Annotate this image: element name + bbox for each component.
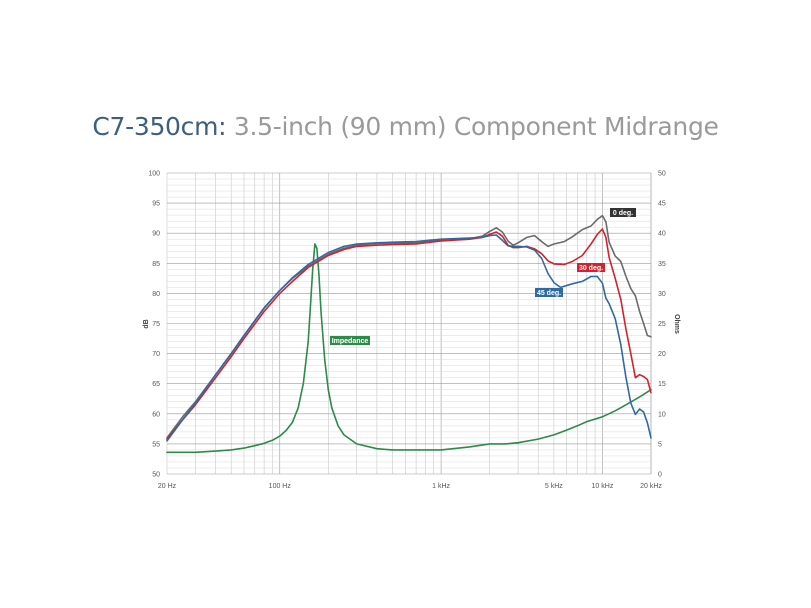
series-label-bg xyxy=(330,336,370,345)
series-line-impedance xyxy=(166,243,652,454)
series-label-text: 45 deg. xyxy=(537,290,561,297)
x-tick-label: 100 Hz xyxy=(269,483,292,490)
series-line-0-deg xyxy=(166,214,652,439)
series-label-30-deg: 30 deg. xyxy=(577,263,605,272)
x-tick-label: 10 kHz xyxy=(592,483,614,490)
y-tick-label-right: 40 xyxy=(658,231,666,238)
x-tick-label: 5 kHz xyxy=(545,483,563,490)
y-tick-label-left: 65 xyxy=(152,381,160,388)
y-tick-label-right: 5 xyxy=(658,441,662,448)
x-tick-label: 20 kHz xyxy=(640,483,662,490)
x-tick-label: 1 kHz xyxy=(432,483,450,490)
chart-title-subtitle: 3.5-inch (90 mm) Component Midrange xyxy=(226,112,719,141)
chart-grid xyxy=(166,172,652,475)
y-tick-label-left: 80 xyxy=(152,291,160,298)
chart-title: C7-350cm: 3.5-inch (90 mm) Component Mid… xyxy=(0,112,811,141)
y-tick-label-right: 50 xyxy=(658,171,666,178)
y-tick-label-right: 45 xyxy=(658,201,666,208)
y-tick-label-left: 75 xyxy=(152,321,160,328)
series-label-bg xyxy=(535,288,563,297)
series-line-30-deg xyxy=(166,228,652,440)
y-tick-label-left: 90 xyxy=(152,231,160,238)
y-axis-title-right: Ohms xyxy=(673,314,680,334)
series-label-bg xyxy=(577,263,605,272)
series-label-45-deg: 45 deg. xyxy=(535,288,563,297)
y-tick-label-right: 30 xyxy=(658,291,666,298)
y-tick-label-left: 55 xyxy=(152,441,160,448)
y-tick-label-right: 25 xyxy=(658,321,666,328)
series-labels: 0 deg. 30 deg. 45 deg. Impedance xyxy=(330,208,636,345)
chart-title-model: C7-350cm: xyxy=(92,112,227,141)
y-tick-label-right: 15 xyxy=(658,381,666,388)
series-label-impedance: Impedance xyxy=(330,336,370,345)
y-tick-label-left: 60 xyxy=(152,411,160,418)
y-tick-label-right: 10 xyxy=(658,411,666,418)
y-tick-label-right: 35 xyxy=(658,261,666,268)
y-tick-label-left: 85 xyxy=(152,261,160,268)
series-label-0-deg: 0 deg. xyxy=(610,208,636,217)
y-axis-title-left: dB xyxy=(143,319,150,328)
y-tick-label-right: 20 xyxy=(658,351,666,358)
y-tick-label-left: 70 xyxy=(152,351,160,358)
series-label-bg xyxy=(610,208,636,217)
x-tick-label: 20 Hz xyxy=(158,483,177,490)
series-label-text: 30 deg. xyxy=(579,265,603,272)
series-line-45-deg xyxy=(166,234,652,442)
axis-ticks: 50 55 60 65 70 75 80 85 90 95 100 0 5 10 15 20 25 30 35 40 4… xyxy=(148,171,666,491)
y-tick-label-left: 100 xyxy=(148,171,160,178)
series-label-text: Impedance xyxy=(332,338,369,345)
series-lines xyxy=(166,214,652,454)
y-tick-label-left: 95 xyxy=(152,201,160,208)
y-tick-label-left: 50 xyxy=(152,472,160,479)
y-tick-label-right: 0 xyxy=(658,472,662,479)
series-label-text: 0 deg. xyxy=(613,210,633,217)
